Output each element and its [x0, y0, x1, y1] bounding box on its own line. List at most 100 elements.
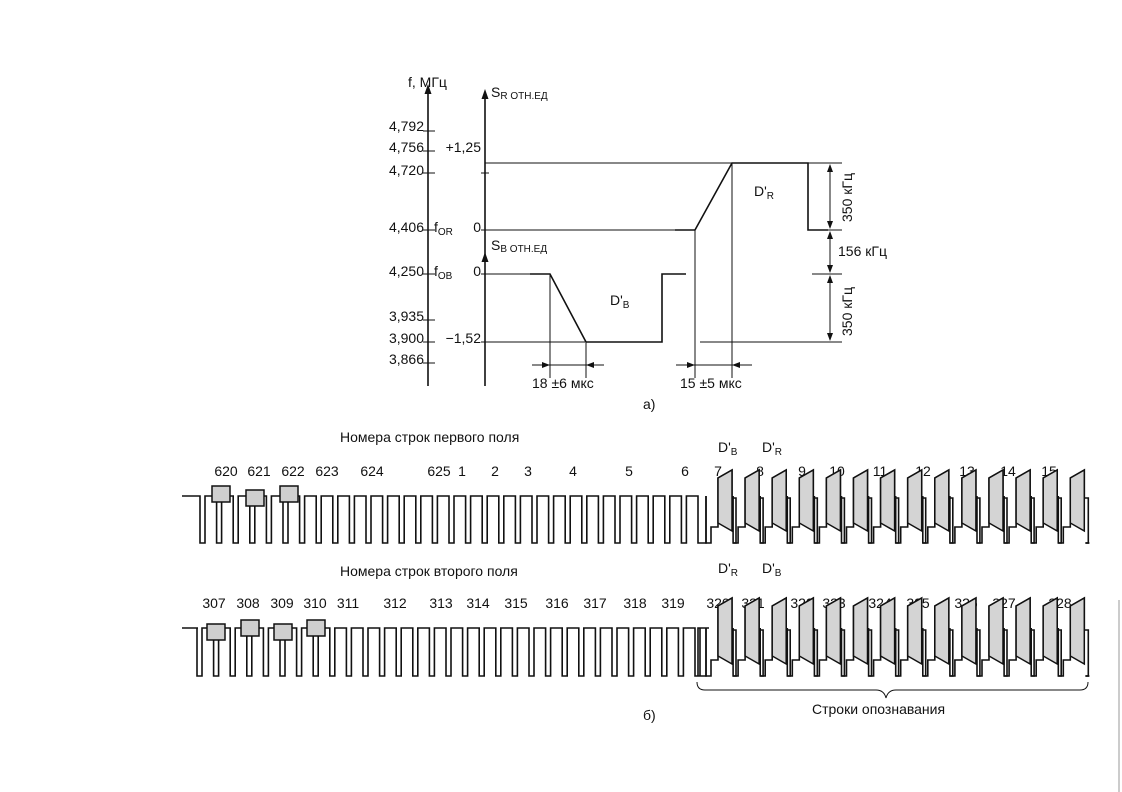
- line-number-label: 625: [427, 463, 451, 479]
- dr-label: D'R: [754, 183, 774, 202]
- line-number-label: 622: [281, 463, 305, 479]
- line-number-label: 318: [623, 595, 647, 611]
- color-burst: [1069, 596, 1086, 666]
- color-burst: [852, 596, 869, 666]
- dim-15: 15 ±5 мкс: [680, 375, 742, 391]
- field1-title: Номера строк первого поля: [340, 429, 519, 445]
- f-or-label: fOR: [434, 219, 453, 238]
- field2-waveform: [182, 596, 1090, 677]
- sr-axis-title: SR ОТН.ЕД: [491, 84, 548, 102]
- line-number-label: 5: [625, 463, 633, 479]
- equalizing-pulse-box: [245, 489, 265, 507]
- color-burst: [717, 596, 733, 666]
- color-burst: [1015, 468, 1031, 533]
- line-number-label: 6: [681, 463, 689, 479]
- dim-350-bottom: 350 кГц: [839, 287, 855, 336]
- sr-tick-label: 0: [473, 219, 481, 235]
- line-number-label: 309: [270, 595, 294, 611]
- color-burst: [717, 468, 733, 533]
- color-burst: [1015, 596, 1031, 666]
- color-burst: [906, 596, 923, 666]
- line-number-label: 316: [545, 595, 569, 611]
- freq-tick-label: 4,756: [389, 139, 424, 155]
- line-number-label: 8: [756, 463, 764, 479]
- color-burst: [825, 468, 842, 533]
- color-burst: [744, 468, 760, 533]
- line-number-label: 314: [466, 595, 490, 611]
- color-burst: [934, 468, 950, 533]
- db-waveform: [530, 273, 686, 343]
- color-burst: [798, 468, 815, 533]
- color-burst: [1069, 468, 1086, 533]
- line-number-label: 9: [798, 463, 806, 479]
- color-burst: [798, 596, 815, 666]
- db-label: D'B: [610, 292, 630, 311]
- sr-axis-arrow: [481, 89, 489, 99]
- color-burst: [961, 468, 977, 533]
- identification-lines-brace: [696, 681, 1089, 699]
- field1-line-labels: 620 621 622 623 624 625 1 2 3 4 5 6 7 8 9 10 11 12 13 14 15: [214, 463, 1057, 479]
- field2-burst-label: D'R: [718, 560, 738, 579]
- line-number-label: 624: [360, 463, 384, 479]
- dim-18: 18 ±6 мкс: [532, 375, 594, 391]
- freq-tick-label: 4,720: [389, 162, 424, 178]
- field2-burst-label: D'B: [762, 560, 782, 579]
- part-b: Номера строк первого поля Номера строк в…: [182, 429, 1090, 723]
- field1-burst-label: D'B: [718, 439, 738, 458]
- color-burst: [852, 468, 869, 533]
- freq-axis-title: f, МГц: [408, 74, 447, 90]
- f-ob-label: fOB: [434, 263, 453, 282]
- dr-waveform: [675, 162, 828, 231]
- line-number-label: 310: [303, 595, 327, 611]
- part-a: f, МГц 4,792 4,756 4,720 4,406 4,250 3,9…: [389, 74, 887, 412]
- time-dimensions: [532, 163, 752, 378]
- line-number-label: 14: [1000, 463, 1016, 479]
- color-burst: [1042, 468, 1058, 533]
- freq-tick-label: 4,792: [389, 118, 424, 134]
- line-number-label: 7: [714, 463, 722, 479]
- line-number-label: 313: [429, 595, 453, 611]
- sync-pulse-train: [182, 495, 707, 544]
- line-number-label: 620: [214, 463, 238, 479]
- field2-line-labels: 307 308 309 310 311 312 313 314 315 316 317 318 319 3…: [202, 595, 1072, 611]
- dim-350-top: 350 кГц: [839, 173, 855, 222]
- freq-tick-label: 4,250: [389, 263, 424, 279]
- color-burst: [961, 596, 977, 666]
- line-number-label: 315: [504, 595, 528, 611]
- sr-tick-label: +1,25: [446, 139, 482, 155]
- freq-tick-label: 3,900: [389, 330, 424, 346]
- color-burst: [988, 596, 1004, 666]
- freq-tick-marks: [423, 130, 435, 364]
- color-burst: [1042, 596, 1058, 666]
- color-burst: [988, 468, 1004, 533]
- equalizing-pulse-box: [273, 623, 293, 641]
- equalizing-pulse-box: [206, 623, 226, 641]
- caption-a: а): [643, 396, 655, 412]
- line-number-label: 319: [661, 595, 685, 611]
- line-number-label: 311: [337, 595, 360, 611]
- color-burst: [879, 596, 896, 666]
- color-burst: [771, 468, 787, 533]
- line-number-label: 312: [383, 595, 407, 611]
- color-burst: [825, 596, 842, 666]
- line-number-label: 317: [583, 595, 607, 611]
- sb-axis-title: SB ОТН.ЕД: [491, 237, 547, 255]
- freq-axis-arrow: [424, 84, 432, 94]
- freq-tick-labels: 4,792 4,756 4,720 4,406 4,250 3,935 3,90…: [389, 118, 424, 367]
- line-number-label: 623: [315, 463, 339, 479]
- sb-tick-label: −1,52: [446, 330, 482, 346]
- line-number-label: 1: [458, 463, 466, 479]
- color-burst: [906, 468, 923, 533]
- line-number-label: 621: [247, 463, 271, 479]
- freq-tick-label: 3,866: [389, 351, 424, 367]
- caption-b: б): [643, 707, 656, 723]
- color-burst: [934, 596, 950, 666]
- brace-label: Строки опознавания: [812, 701, 945, 717]
- field1-burst-label: D'R: [762, 439, 782, 458]
- sync-pulse-train: [182, 627, 709, 677]
- line-number-label: 2: [491, 463, 499, 479]
- line-number-label: 4: [569, 463, 577, 479]
- freq-dimensions: [700, 162, 842, 343]
- line-number-label: 11: [873, 463, 888, 479]
